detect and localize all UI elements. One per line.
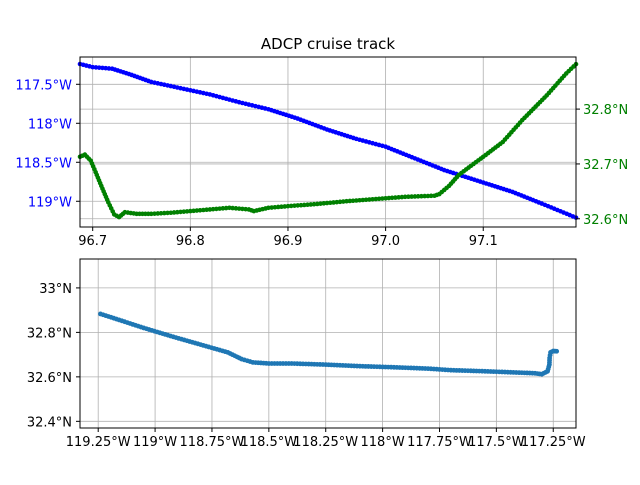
x-tick-label: 117.25°W xyxy=(521,435,586,450)
y-tick-label-left: 117.5°W xyxy=(15,78,72,93)
data-point xyxy=(422,193,427,199)
chart-title: ADCP cruise track xyxy=(261,35,395,53)
data-point xyxy=(161,210,167,216)
data-point xyxy=(165,210,170,216)
y-tick-label: 32.4°N xyxy=(27,415,72,430)
data-point xyxy=(158,210,164,216)
plot-frame-bottom xyxy=(79,258,577,429)
x-tick-label: 119°W xyxy=(133,435,177,450)
x-tick-label: 117.75°W xyxy=(407,435,472,450)
x-tick-label: 118°W xyxy=(361,435,405,450)
x-tick-label: 118.25°W xyxy=(293,435,358,450)
data-point xyxy=(148,211,154,217)
x-tick-label: 117.5°W xyxy=(468,435,525,450)
y-tick-label-right: 32.6°N xyxy=(583,213,628,228)
series-left xyxy=(77,61,579,220)
y-tick-label-left: 118°W xyxy=(28,117,72,132)
data-point xyxy=(428,193,434,199)
x-tick-label: 119.25°W xyxy=(66,435,131,450)
x-tick-label: 96.8 xyxy=(176,234,205,249)
data-point xyxy=(409,194,414,199)
series-right xyxy=(77,61,579,220)
data-point xyxy=(412,194,418,199)
data-point xyxy=(419,193,424,199)
y-tick-label-right: 32.7°N xyxy=(583,158,628,173)
data-point xyxy=(554,348,560,354)
y-tick-label: 33°N xyxy=(39,282,72,297)
x-tick-label: 96.7 xyxy=(78,234,107,249)
x-tick-label: 97.0 xyxy=(371,234,400,249)
y-tick-label: 32.6°N xyxy=(27,371,72,386)
data-point xyxy=(155,211,161,216)
series-track xyxy=(98,311,560,377)
data-point xyxy=(425,193,431,199)
y-tick-label-left: 119°W xyxy=(28,195,72,210)
y-tick-label: 32.8°N xyxy=(27,326,72,341)
plot-frame-top xyxy=(79,56,577,228)
x-tick-label: 96.9 xyxy=(273,234,302,249)
data-point xyxy=(152,211,157,216)
data-point xyxy=(415,194,421,199)
x-tick-label: 118.5°W xyxy=(241,435,298,450)
data-point xyxy=(406,194,411,200)
x-tick-label: 97.1 xyxy=(469,234,498,249)
data-point xyxy=(402,194,408,200)
y-tick-label-left: 118.5°W xyxy=(15,156,72,171)
x-tick-label: 118.75°W xyxy=(180,435,245,450)
y-tick-label-right: 32.8°N xyxy=(583,103,628,118)
